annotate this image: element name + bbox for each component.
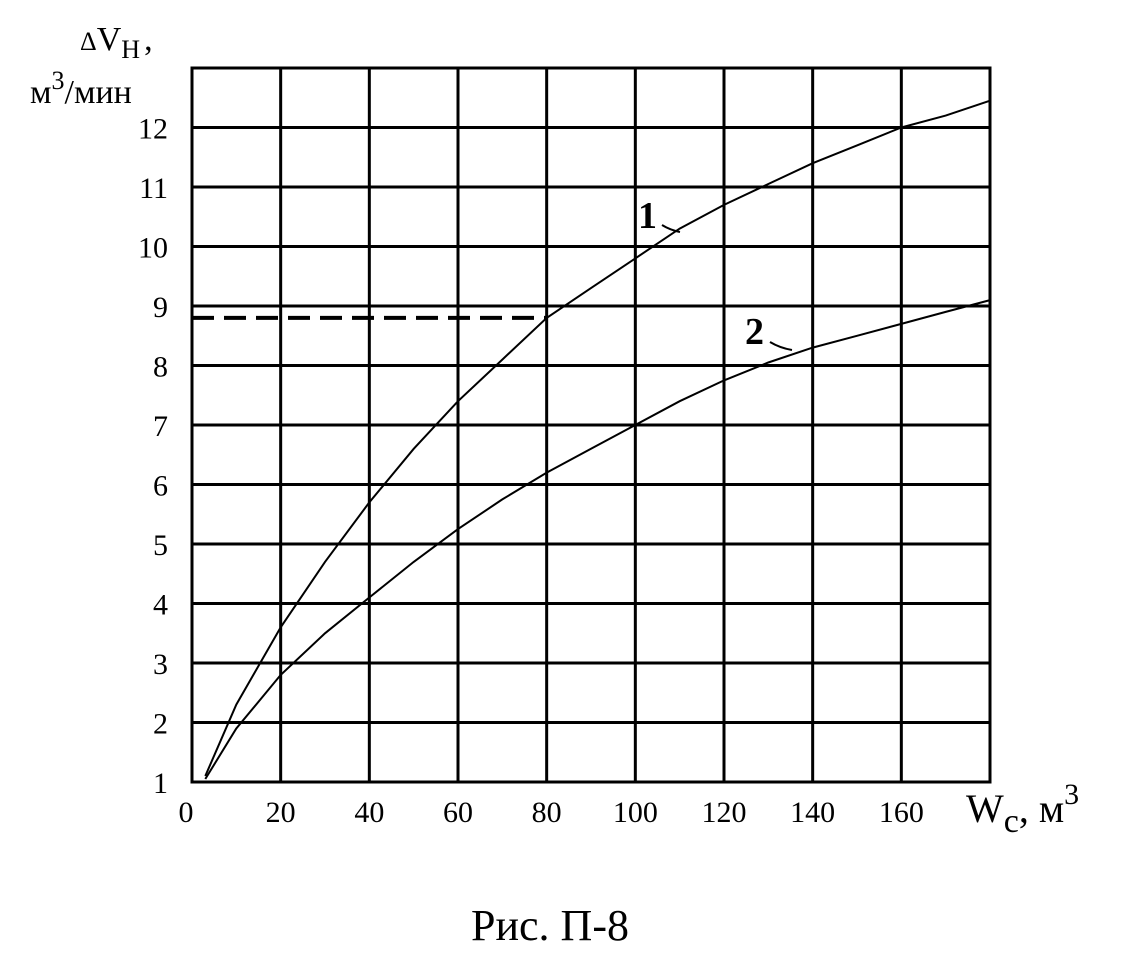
- series-labels: 1 2: [638, 195, 793, 353]
- figure-caption: Рис. П-8: [471, 901, 629, 950]
- series-2-label: 2: [745, 311, 764, 353]
- y-label-main: V: [97, 21, 122, 58]
- x-tick-label-60: 60: [443, 796, 473, 829]
- x-tick-label-160: 160: [879, 796, 924, 829]
- svg-text:ΔVН,: ΔVН,: [80, 21, 153, 64]
- y-label-sub: Н: [121, 35, 140, 64]
- series-2-curve: [204, 299, 991, 780]
- y-tick-label-3: 3: [153, 648, 168, 681]
- y-unit-rest: /мин: [65, 74, 132, 111]
- y-unit-main: м: [30, 74, 52, 111]
- y-tick-label-10: 10: [138, 232, 168, 265]
- y-tick-label-6: 6: [153, 470, 168, 503]
- svg-text:Wc, м3: Wc, м3: [966, 778, 1079, 840]
- x-axis-label: Wc, м3: [966, 778, 1079, 840]
- x-tick-label-40: 40: [354, 796, 384, 829]
- y-tick-label-5: 5: [153, 529, 168, 562]
- y-tick-label-9: 9: [153, 291, 168, 324]
- svg-text:м3/мин: м3/мин: [30, 66, 132, 111]
- x-label-main: W: [966, 786, 1004, 831]
- x-tick-label-140: 140: [790, 796, 835, 829]
- y-label-comma: ,: [144, 21, 153, 58]
- y-tick-label-7: 7: [153, 410, 168, 443]
- y-tick-label-2: 2: [153, 708, 168, 741]
- x-label-unit-sup: 3: [1064, 778, 1079, 811]
- x-tick-label-100: 100: [613, 796, 658, 829]
- y-tick-label-1: 1: [153, 767, 168, 800]
- series-1-label: 1: [638, 195, 657, 237]
- series-1-curve: [204, 99, 991, 777]
- x-label-unit: , м: [1019, 786, 1064, 831]
- y-tick-label-12: 12: [138, 113, 168, 146]
- grid: [192, 68, 990, 782]
- x-tick-label-120: 120: [702, 796, 747, 829]
- x-label-sub: c: [1004, 803, 1019, 840]
- x-tick-label-0: 0: [179, 796, 194, 829]
- y-tick-label-11: 11: [139, 172, 168, 205]
- plot-frame: [190, 66, 992, 784]
- x-tick-label-80: 80: [532, 796, 562, 829]
- x-tick-label-20: 20: [266, 796, 296, 829]
- y-axis-label: ΔVН, м3/мин: [30, 21, 153, 111]
- y-tick-label-4: 4: [153, 589, 168, 622]
- y-unit-sup: 3: [52, 66, 65, 95]
- x-tick-labels: 0 20 40 60 80 100 120 140 160: [179, 796, 924, 829]
- y-tick-label-8: 8: [153, 351, 168, 384]
- y-label-delta: Δ: [80, 27, 97, 56]
- series-1-leader: [661, 224, 681, 233]
- series-2-leader: [769, 341, 793, 351]
